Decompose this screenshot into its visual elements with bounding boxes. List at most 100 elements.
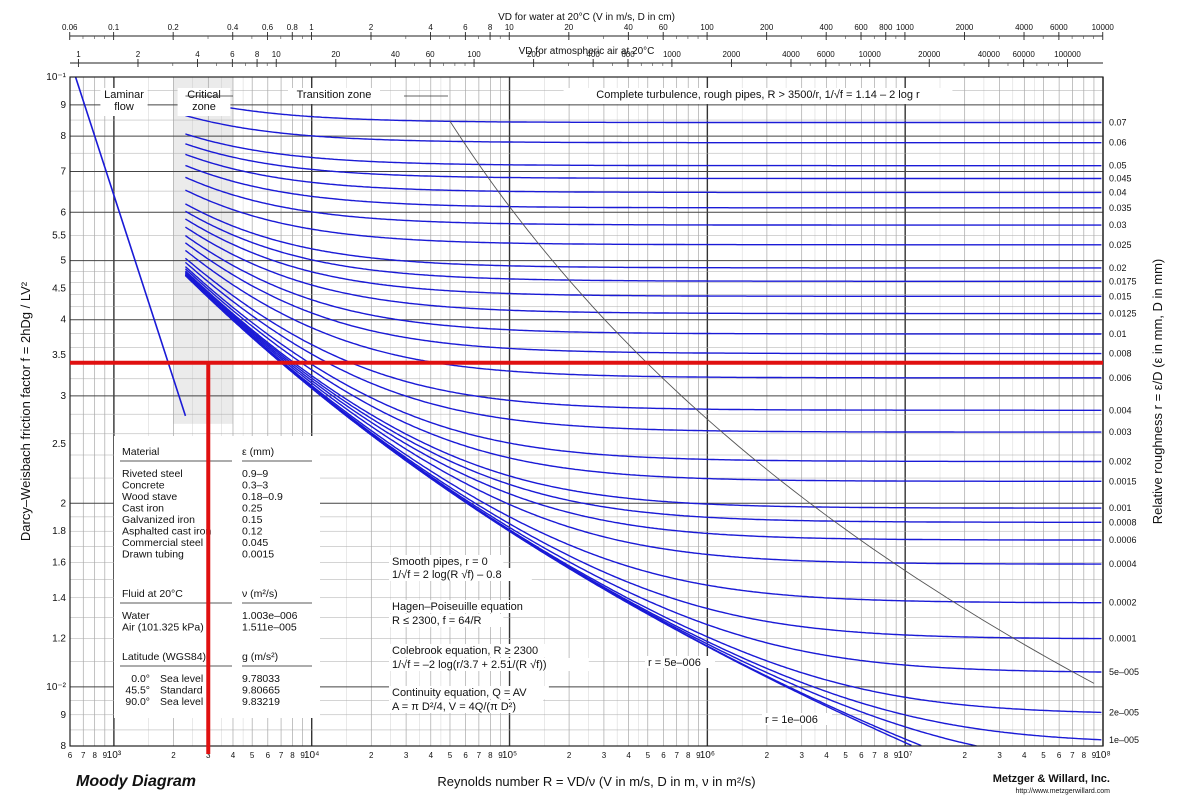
top-water-tick-label: 400 [820,23,834,32]
roughness-curve [185,210,1102,282]
top-water-tick-label: 6000 [1050,23,1068,32]
materials-cell: Commercial steel [122,537,203,549]
x-tick-label: 7 [1070,751,1075,760]
x-tick-label: 10⁸ [1095,750,1110,761]
x-tick-label: 3 [602,751,607,760]
fluids-header: ν (m²/s) [242,588,278,600]
x-tick-label: 3 [800,751,805,760]
roughness-label: 0.01 [1109,329,1127,339]
x-tick-label: 10³ [107,750,122,761]
region-critical-bg [177,88,231,116]
roughness-label: 0.003 [1109,427,1132,437]
materials-cell: 0.12 [242,526,263,538]
x-tick-label: 8 [488,751,493,760]
x-tick-label: 7 [279,751,284,760]
x-tick-label: 2 [171,751,176,760]
top-air-tick-label: 100000 [1054,50,1081,59]
annotation-text: 1/√f = –2 log(r/3.7 + 2.51/(R √f)) [392,659,547,671]
top-air-tick-label: 8 [255,50,260,59]
region-laminar: flow [114,101,134,113]
fluids-cell: Water [122,610,150,622]
top-air-tick-label: 60000 [1013,50,1036,59]
top-water-tick-label: 2 [369,23,374,32]
fluids-cell: 1.003e–006 [242,610,298,622]
materials-cell: Cast iron [122,503,164,515]
y-tick-label: 5.5 [52,230,66,241]
y-tick-label: 1.8 [52,526,66,537]
y-tick-label: 3 [60,391,66,402]
region-laminar-bg [100,88,148,116]
roughness-label: 0.025 [1109,240,1132,250]
y-tick-label: 1.2 [52,634,66,645]
x-tick-label: 9 [894,751,899,760]
roughness-label: 0.035 [1109,203,1132,213]
top-air-tick-label: 400 [586,50,600,59]
roughness-curve [185,218,1102,297]
y-tick-label: 6 [60,207,66,218]
top-air-tick-label: 1 [76,50,81,59]
x-tick-label: 4 [626,751,631,760]
gravity-cell: Sea level [160,673,203,685]
roughness-label: 0.0125 [1109,309,1137,319]
x-tick-label: 8 [92,751,97,760]
laminar-line [74,76,187,417]
materials-cell: 0.15 [242,514,263,526]
materials-cell: 0.18–0.9 [242,491,283,503]
top-water-tick-label: 4 [428,23,433,32]
materials-cell: 0.25 [242,503,263,515]
plot-frame [69,76,1104,747]
roughness-curve [184,266,1102,463]
roughness-curve [184,261,1102,433]
x-tick-label: 2 [567,751,572,760]
fluids-cell: Air (101.325 kPa) [122,622,204,634]
y-tick-label: 7 [60,166,66,177]
top-air-tick-label: 1000 [663,50,681,59]
roughness-curve [184,273,1102,604]
roughness-label: 0.004 [1109,405,1132,415]
top-water-tick-label: 0.8 [287,23,299,32]
y-tick-label: 9 [60,100,66,111]
roughness-curve [184,272,1102,541]
curve-label-bg [762,713,832,725]
x-tick-label: 9 [498,751,503,760]
gravity-cell: Standard [160,685,203,697]
x-tick-label: 4 [1022,751,1027,760]
top-air-tick-label: 10000 [859,50,882,59]
annotation-bg [389,700,544,713]
gravity-cell: 45.5° [125,685,150,697]
roughness-label: 0.0002 [1109,598,1137,608]
x-tick-label: 6 [1057,751,1062,760]
roughness-label: 0.0015 [1109,476,1137,486]
roughness-label: 0.03 [1109,220,1127,230]
fluids-header: Fluid at 20°C [122,588,183,600]
roughness-label: 0.0008 [1109,517,1137,527]
roughness-curve [184,274,912,747]
materials-cell: Galvanized iron [122,514,195,526]
roughness-label: 0.0175 [1109,276,1137,286]
axes [69,32,1104,747]
y-tick-label: 8 [60,741,66,752]
roughness-curve [184,257,1102,411]
top-air-tick-label: 60 [426,50,435,59]
annotation-text: A = π D²/4, V = 4Q/(π D²) [392,701,516,713]
top-water-tick-label: 8 [488,23,493,32]
x-tick-label: 6 [68,751,73,760]
publisher: Metzger & Willard, Inc. [993,773,1110,785]
y-tick-label: 10⁻² [46,682,66,693]
gravity-cell: Sea level [160,696,203,708]
roughness-label: 0.02 [1109,263,1127,273]
x-tick-label: 9 [1092,751,1097,760]
x-tick-label: 4 [429,751,434,760]
turbulence-boundary-line [449,121,1095,684]
top-air-tick-label: 40000 [978,50,1001,59]
top-air-tick-label: 6 [230,50,235,59]
roughness-curve [185,133,1102,167]
annotation-bg [389,568,532,581]
annotation-bg [389,614,504,627]
x-axis-title: Reynolds number R = VD/ν (V in m/s, D in… [437,774,755,789]
region-critical: zone [192,101,216,113]
roughness-curve [185,176,1102,226]
roughness-curve [185,164,1102,209]
